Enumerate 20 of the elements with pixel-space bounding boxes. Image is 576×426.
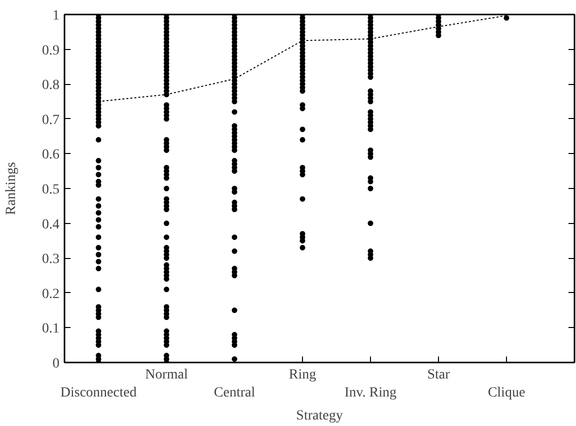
y-tick-label: 0.6 — [42, 148, 60, 163]
x-tick-label: Central — [214, 386, 256, 400]
y-tick-label: 1 — [52, 8, 60, 24]
y-tick-label: 0.7 — [42, 112, 60, 128]
y-tick-label: 0.2 — [42, 286, 60, 302]
x-tick-label: Ring — [288, 368, 316, 382]
y-tick-label: 0.3 — [42, 252, 60, 268]
x-axis-title: Strategy — [296, 408, 343, 424]
x-tick-label: Inv. Ring — [344, 386, 396, 400]
x-tick-label: Star — [427, 368, 450, 382]
y-tick-label: 0.9 — [42, 43, 60, 58]
x-tick-label: Disconnected — [60, 386, 137, 400]
x-tick-label: Normal — [145, 368, 188, 382]
y-axis-title: Rankings — [4, 162, 19, 215]
y-tick-label: 0.4 — [42, 217, 60, 232]
y-tick-label: 0.8 — [42, 78, 60, 94]
y-tick-label: 0.5 — [42, 182, 60, 198]
y-tick-label: 0.1 — [42, 322, 60, 337]
x-tick-label: Clique — [488, 386, 526, 400]
y-tick-label: 0 — [52, 356, 60, 372]
